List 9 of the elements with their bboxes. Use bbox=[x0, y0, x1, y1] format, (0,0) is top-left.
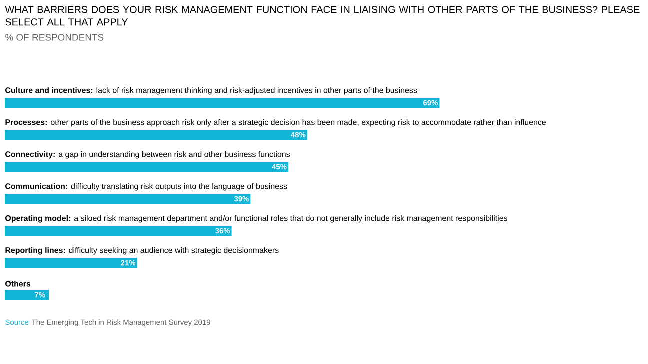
chart-subtitle: % OF RESPONDENTS bbox=[6, 34, 104, 41]
bar bbox=[5, 162, 289, 172]
bar bbox=[5, 130, 308, 140]
chart-title: WHAT BARRIERS DOES YOUR RISK MANAGEMENT FUNCTION FACE IN LIAISING WITH OTHER PARTS OF THE BUSINESS? PLEASE SELECT ALL THAT APPLY bbox=[5, 6, 640, 26]
bar bbox=[5, 290, 50, 300]
bar bbox=[5, 258, 138, 268]
bar bbox=[5, 194, 251, 204]
bar bbox=[5, 98, 440, 108]
bar bbox=[5, 226, 232, 236]
